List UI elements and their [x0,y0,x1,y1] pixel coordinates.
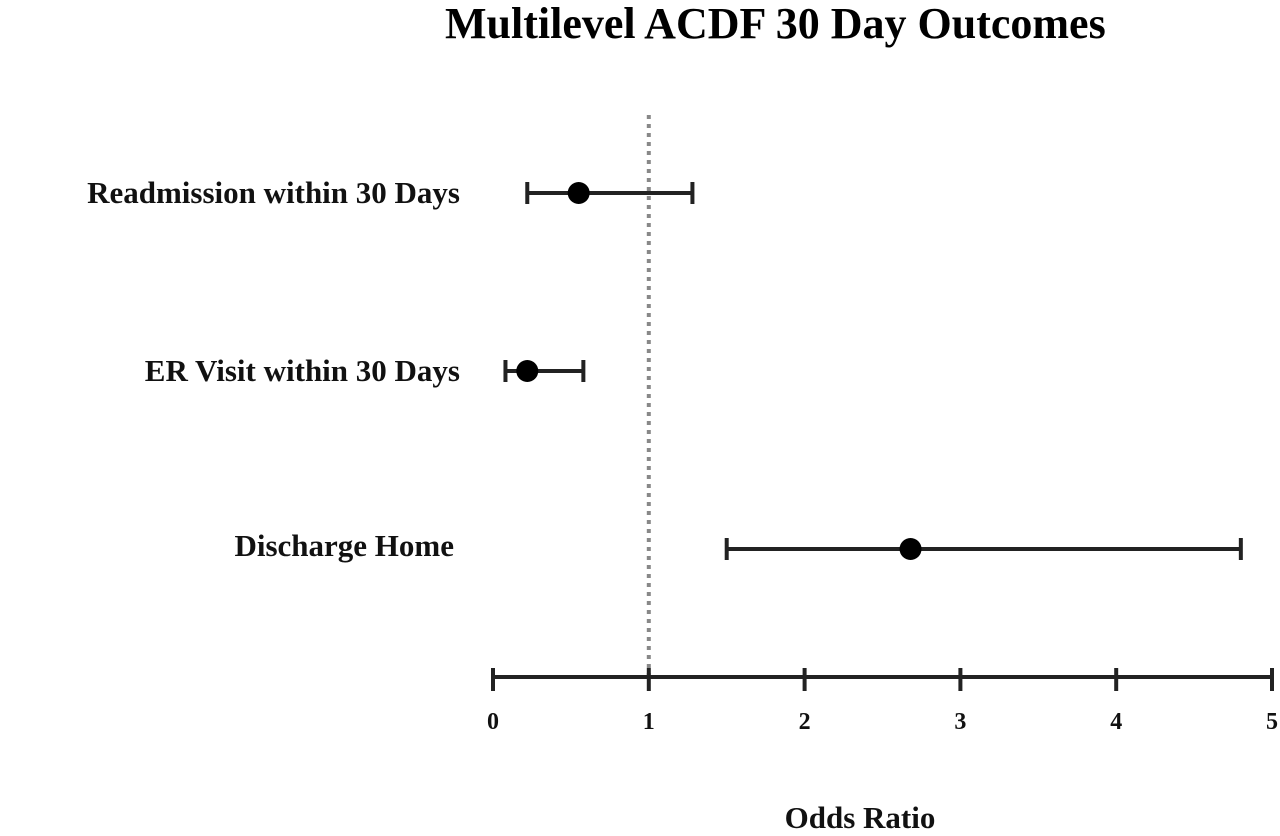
row-label-readmission: Readmission within 30 Days [87,175,460,210]
row-label-er-visit: ER Visit within 30 Days [144,353,460,388]
estimate-point-0 [567,182,590,204]
x-tick-label-0: 0 [487,709,499,735]
x-tick-label-2: 2 [799,709,811,735]
estimate-point-1 [516,360,539,382]
x-tick-label-1: 1 [643,709,655,735]
row-label-discharge-home: Discharge Home [234,528,454,563]
x-tick-label-4: 4 [1110,709,1122,735]
x-axis-label: Odds Ratio [784,800,936,835]
x-tick-label-5: 5 [1266,709,1278,735]
chart-title: Multilevel ACDF 30 Day Outcomes [445,0,1106,48]
estimate-point-2 [899,538,922,560]
x-tick-label-3: 3 [954,709,966,735]
